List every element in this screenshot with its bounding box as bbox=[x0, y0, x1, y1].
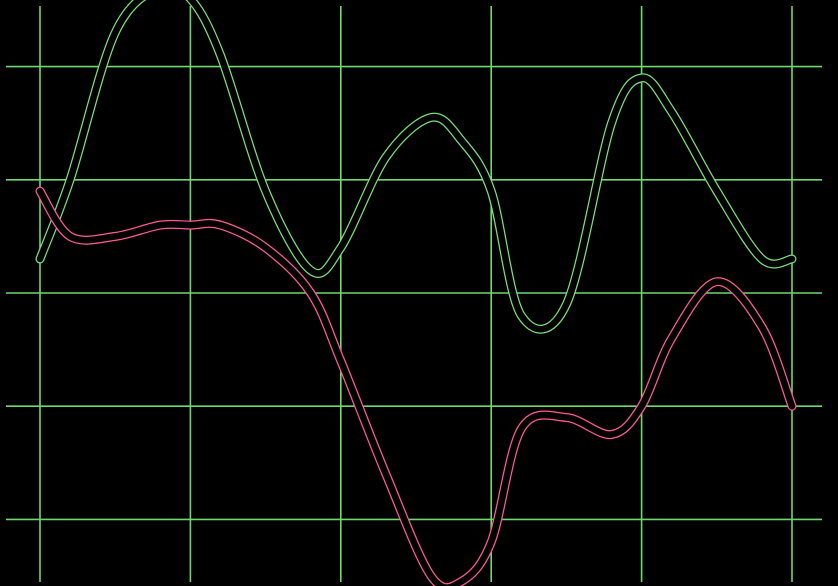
series-1-line bbox=[36, 187, 796, 586]
series-layer bbox=[35, 0, 797, 586]
series-0-outline bbox=[35, 0, 797, 334]
grid-layer bbox=[6, 6, 822, 582]
series-1-outline bbox=[35, 186, 797, 586]
series-0-line bbox=[36, 0, 796, 333]
